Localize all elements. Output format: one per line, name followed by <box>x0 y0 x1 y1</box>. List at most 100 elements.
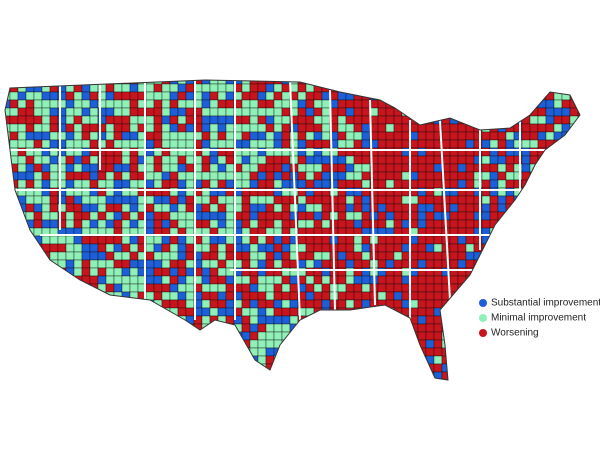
county-cell <box>345 291 355 301</box>
county-cell <box>225 131 235 141</box>
county-cell <box>433 259 443 269</box>
county-cell <box>449 363 459 373</box>
county-cell <box>569 163 579 173</box>
county-cell <box>97 251 107 261</box>
county-cell <box>345 363 355 373</box>
county-cell <box>241 235 251 245</box>
county-cell <box>513 363 523 373</box>
county-cell <box>89 299 99 309</box>
county-cell <box>297 243 307 253</box>
county-cell <box>537 371 547 380</box>
county-cell <box>249 331 259 341</box>
county-cell <box>217 155 227 165</box>
county-cell <box>113 323 123 333</box>
county-cell <box>385 355 395 365</box>
county-cell <box>281 83 291 93</box>
county-cell <box>121 355 131 365</box>
county-cell <box>161 331 171 341</box>
county-cell <box>505 251 515 261</box>
county-cell <box>65 283 75 293</box>
county-cell <box>5 227 11 237</box>
county-cell <box>433 251 443 261</box>
county-cell <box>401 259 411 269</box>
county-cell <box>33 171 43 181</box>
county-cell <box>401 179 411 189</box>
county-cell <box>65 211 75 221</box>
county-cell <box>265 307 275 317</box>
county-cell <box>353 291 363 301</box>
county-cell <box>17 163 27 173</box>
county-cell <box>273 379 283 380</box>
county-cell <box>449 299 459 309</box>
county-cell <box>97 275 107 285</box>
county-cell <box>185 80 195 85</box>
county-cell <box>401 283 411 293</box>
county-cell <box>113 163 123 173</box>
county-cell <box>153 235 163 245</box>
county-cell <box>33 275 43 285</box>
county-cell <box>337 371 347 380</box>
county-cell <box>17 363 27 373</box>
county-cell <box>569 251 579 261</box>
county-cell <box>417 259 427 269</box>
county-cell <box>545 83 555 93</box>
county-cell <box>81 211 91 221</box>
county-cell <box>489 99 499 109</box>
county-cell <box>321 259 331 269</box>
county-cell <box>337 99 347 109</box>
county-cell <box>337 123 347 133</box>
county-cell <box>225 307 235 317</box>
county-cell <box>417 203 427 213</box>
county-cell <box>505 163 515 173</box>
county-cell <box>129 211 139 221</box>
county-cell <box>385 235 395 245</box>
county-cell <box>249 171 259 181</box>
county-cell <box>145 323 155 333</box>
county-cell <box>281 163 291 173</box>
county-cell <box>505 347 515 357</box>
county-cell <box>409 211 419 221</box>
county-cell <box>41 299 51 309</box>
county-cell <box>449 251 459 261</box>
county-cell <box>409 243 419 253</box>
county-cell <box>297 155 307 165</box>
county-cell <box>489 347 499 357</box>
county-cell <box>345 139 355 149</box>
county-cell <box>169 235 179 245</box>
county-cell <box>153 371 163 380</box>
county-cell <box>97 323 107 333</box>
county-cell <box>25 115 35 125</box>
county-cell <box>577 275 580 285</box>
county-cell <box>521 371 531 380</box>
county-cell <box>121 211 131 221</box>
county-cell <box>513 251 523 261</box>
county-cell <box>5 179 11 189</box>
county-cell <box>321 235 331 245</box>
county-cell <box>353 99 363 109</box>
county-cell <box>553 147 563 157</box>
county-cell <box>529 355 539 365</box>
legend-label: Minimal improvement <box>491 313 586 324</box>
county-cell <box>393 131 403 141</box>
county-cell <box>105 211 115 221</box>
county-cell <box>265 259 275 269</box>
county-cell <box>369 307 379 317</box>
county-cell <box>145 291 155 301</box>
county-cell <box>521 219 531 229</box>
county-cell <box>73 99 83 109</box>
county-cell <box>449 83 459 93</box>
county-cell <box>577 331 580 341</box>
county-cell <box>105 379 115 380</box>
county-cell <box>25 323 35 333</box>
county-cell <box>73 331 83 341</box>
county-cell <box>409 179 419 189</box>
county-cell <box>161 283 171 293</box>
county-cell <box>257 139 267 149</box>
county-cell <box>185 155 195 165</box>
county-cell <box>521 363 531 373</box>
county-cell <box>97 339 107 349</box>
county-cell <box>201 115 211 125</box>
county-cell <box>465 379 475 380</box>
county-cell <box>513 235 523 245</box>
county-cell <box>537 243 547 253</box>
